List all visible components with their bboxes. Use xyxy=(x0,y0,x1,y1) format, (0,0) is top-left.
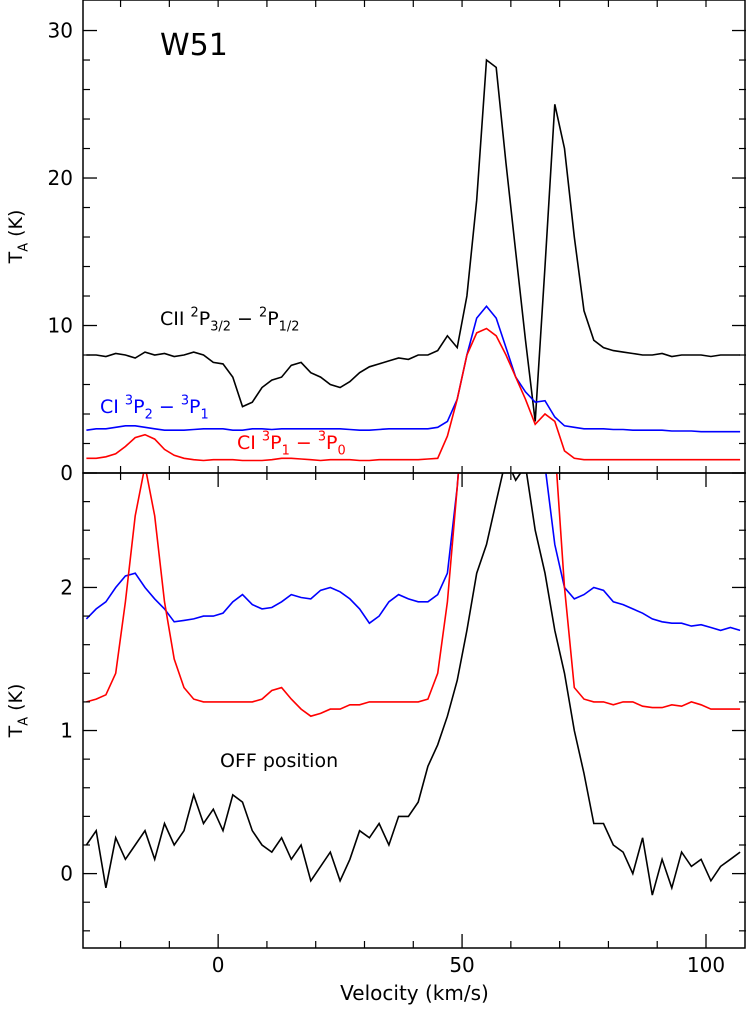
text-part: 2 xyxy=(191,305,199,320)
plot-area xyxy=(86,58,741,462)
spectrum-line xyxy=(86,473,741,718)
text-part: − xyxy=(290,432,318,454)
y-tick-label: 0 xyxy=(60,461,73,485)
annotation: CI 3P1 − 3P0 xyxy=(237,429,346,458)
text-part: 3/2 xyxy=(210,320,231,335)
y-axis-label: TA (K) xyxy=(5,684,32,739)
annotation: OFF position xyxy=(220,750,338,772)
y-tick-label: 30 xyxy=(48,19,73,43)
text-part: 3 xyxy=(262,429,270,444)
text-part: 1 xyxy=(282,444,290,459)
text-part: 1/2 xyxy=(279,320,300,335)
x-axis-label: Velocity (km/s) xyxy=(340,981,489,1005)
text-part: 3 xyxy=(181,393,189,408)
text-part: (K) xyxy=(5,210,27,243)
y-tick-label: 20 xyxy=(48,166,73,190)
text-part: 1 xyxy=(201,408,209,423)
text-part: − xyxy=(153,396,181,418)
annotation: CI 3P2 − 3P1 xyxy=(100,393,209,422)
text-part: 2 xyxy=(145,408,153,423)
text-part: OFF position xyxy=(220,750,338,772)
y-tick-label: 1 xyxy=(60,719,73,743)
y-axis-label: TA (K) xyxy=(5,210,32,265)
spectrum-line xyxy=(86,58,741,422)
text-part: 3 xyxy=(125,393,133,408)
text-part: 3 xyxy=(318,429,326,444)
text-part: W51 xyxy=(160,28,228,63)
text-part: (K) xyxy=(5,684,27,717)
text-part: CI xyxy=(237,432,262,454)
text-part: T xyxy=(5,725,27,738)
x-tick-label: 50 xyxy=(449,953,474,977)
plot-area xyxy=(85,473,741,896)
text-part: P xyxy=(326,432,337,454)
spectrum-line xyxy=(85,473,741,896)
annotation: CII 2P3/2 − 2P1/2 xyxy=(160,305,299,334)
spectrum-line xyxy=(85,473,741,632)
text-part: 2 xyxy=(259,305,267,320)
y-tick-label: 2 xyxy=(60,575,73,599)
text-part: P xyxy=(267,308,278,330)
text-part: A xyxy=(17,243,32,252)
text-part: A xyxy=(17,717,32,726)
panel-frame xyxy=(82,472,746,949)
text-part: P xyxy=(189,396,200,418)
text-part: 0 xyxy=(338,444,346,459)
spectrum-line xyxy=(86,327,741,462)
text-part: P xyxy=(199,308,210,330)
y-tick-label: 0 xyxy=(60,862,73,886)
spectrum-line xyxy=(86,305,741,433)
annotation: W51 xyxy=(160,28,228,63)
x-tick-label: 100 xyxy=(687,953,725,977)
text-part: P xyxy=(270,432,281,454)
text-part: T xyxy=(5,251,27,264)
text-part: − xyxy=(231,308,259,330)
y-tick-label: 10 xyxy=(48,314,73,338)
text-part: CII xyxy=(160,308,191,330)
x-tick-label: 0 xyxy=(212,953,225,977)
text-part: P xyxy=(133,396,144,418)
text-part: CI xyxy=(100,396,125,418)
